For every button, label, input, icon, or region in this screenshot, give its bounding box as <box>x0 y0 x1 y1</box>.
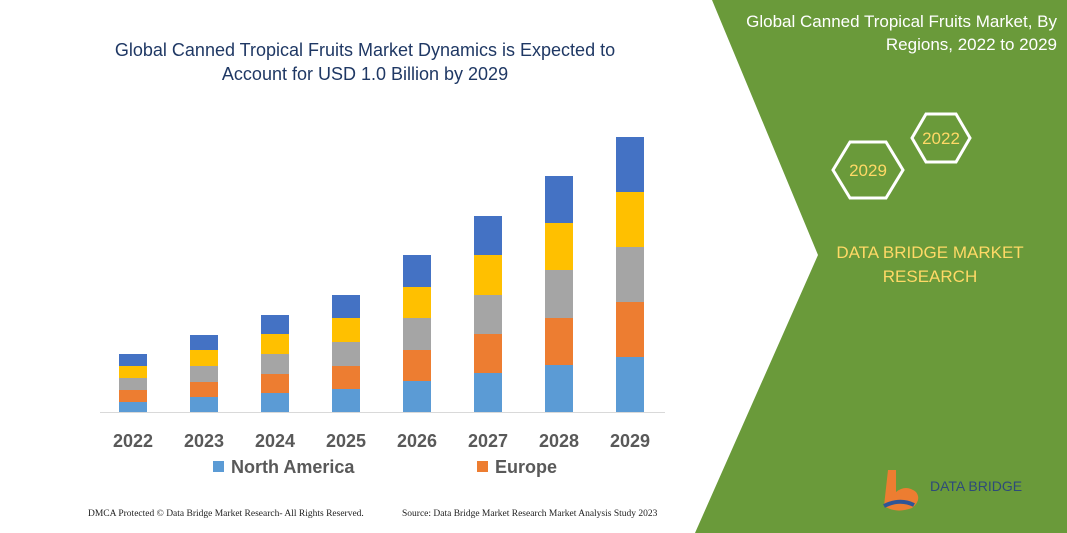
legend-label: Europe <box>495 457 557 477</box>
bar-segment <box>332 342 360 366</box>
bar-segment <box>616 192 644 247</box>
bar-segment <box>332 389 360 412</box>
bar-segment <box>190 335 218 350</box>
bar-segment <box>119 402 147 412</box>
x-tick-label: 2027 <box>468 431 508 451</box>
x-tick-label: 2023 <box>184 431 224 451</box>
x-tick-label: 2026 <box>397 431 437 451</box>
footer-left: DMCA Protected © Data Bridge Market Rese… <box>88 509 364 519</box>
bar-segment <box>474 334 502 373</box>
bar-segment <box>119 366 147 378</box>
bar-segment <box>190 397 218 412</box>
bar-segment <box>545 176 573 223</box>
logo-icon <box>883 499 915 508</box>
bar-segment <box>261 334 289 354</box>
hexagon-label: 2029 <box>849 161 887 180</box>
brand: DATA BRIDGE MARKET RESEARCH <box>836 243 1024 286</box>
bar-segment <box>261 315 289 334</box>
bar-segment <box>545 318 573 365</box>
x-tick-label: 2028 <box>539 431 579 451</box>
bar-segment <box>119 378 147 390</box>
panel-title: Global Canned Tropical Fruits Market, By… <box>746 12 1057 54</box>
bar-segment <box>616 247 644 302</box>
bar-segment <box>119 354 147 366</box>
bar-segment <box>332 366 360 389</box>
bar-segment <box>261 393 289 412</box>
legend-swatch <box>213 461 224 472</box>
x-tick-label: 2022 <box>113 431 153 451</box>
footer-right: Source: Data Bridge Market Research Mark… <box>402 509 658 519</box>
bar-segment <box>474 216 502 255</box>
legend-swatch <box>477 461 488 472</box>
bar-segment <box>403 381 431 412</box>
bar-segment <box>119 390 147 402</box>
chart-title: Global Canned Tropical Fruits Market Dyn… <box>114 40 616 84</box>
bar-segment <box>403 255 431 287</box>
bar-segment <box>190 350 218 366</box>
bar-segment <box>474 373 502 412</box>
x-tick-label: 2025 <box>326 431 366 451</box>
bar-segment <box>616 302 644 357</box>
bar-segment <box>190 382 218 397</box>
bar-segment <box>261 354 289 374</box>
hexagon <box>831 140 905 200</box>
x-tick-label: 2024 <box>255 431 295 451</box>
logo-text: DATA BRIDGE <box>930 478 1022 494</box>
bar-segment <box>545 270 573 318</box>
bar-segment <box>403 287 431 318</box>
hexagon-label: 2022 <box>922 129 960 148</box>
legend-label: North America <box>231 457 355 477</box>
bar-segment <box>190 366 218 382</box>
bar-segment <box>403 350 431 381</box>
bar-segment <box>616 357 644 412</box>
bar-segment <box>545 365 573 412</box>
hexagon <box>910 112 972 164</box>
logo-icon <box>884 470 919 511</box>
bar-segment <box>474 295 502 334</box>
bar-segment <box>332 318 360 342</box>
bar-segment <box>332 295 360 318</box>
x-tick-label: 2029 <box>610 431 650 451</box>
bar-segment <box>261 374 289 393</box>
bar-segment <box>616 137 644 192</box>
panel-bg <box>695 0 1067 533</box>
bar-segment <box>474 255 502 295</box>
bar-segment <box>545 223 573 270</box>
bar-segment <box>403 318 431 350</box>
